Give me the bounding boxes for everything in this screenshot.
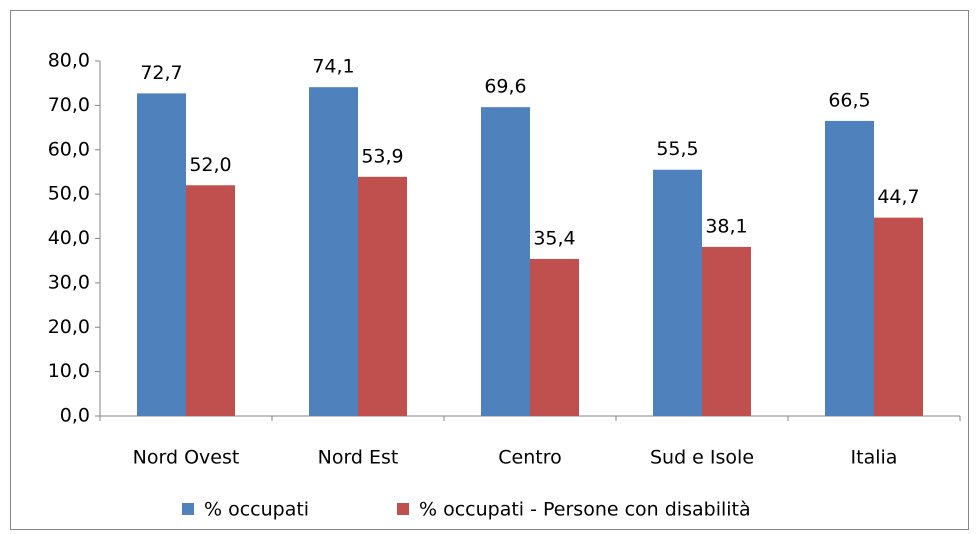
- y-tick-label: 0,0: [60, 405, 90, 427]
- bar: [309, 87, 358, 417]
- x-tick-label: Centro: [498, 447, 561, 469]
- y-tick-label: 60,0: [48, 138, 90, 160]
- bar: [702, 246, 751, 416]
- value-label: 44,7: [877, 186, 919, 208]
- bar: [358, 176, 407, 416]
- bar: [653, 169, 702, 416]
- value-label: 55,5: [656, 138, 698, 160]
- bar: [874, 217, 923, 416]
- value-label: 35,4: [533, 227, 575, 249]
- legend-label: % occupati - Persone con disabilità: [419, 499, 751, 521]
- y-tick-label: 50,0: [48, 183, 90, 205]
- value-label: 38,1: [705, 215, 747, 237]
- value-label: 69,6: [484, 76, 526, 98]
- bar: [825, 120, 874, 416]
- x-tick-label: Italia: [851, 447, 898, 469]
- legend-swatch: [397, 503, 409, 515]
- bar: [481, 107, 530, 417]
- y-tick-label: 80,0: [48, 50, 90, 72]
- x-tick-label: Sud e Isole: [650, 447, 754, 469]
- value-label: 74,1: [312, 56, 354, 78]
- value-label: 52,0: [189, 154, 231, 176]
- value-label: 53,9: [361, 145, 403, 167]
- legend-swatch: [182, 503, 194, 515]
- legend-label: % occupati: [204, 499, 309, 521]
- y-tick-label: 30,0: [48, 271, 90, 293]
- bar: [186, 185, 235, 416]
- value-label: 72,7: [140, 62, 182, 84]
- bar: [137, 93, 186, 417]
- bar: [530, 258, 579, 416]
- y-tick-label: 40,0: [48, 227, 90, 249]
- x-tick-label: Nord Est: [318, 447, 399, 469]
- y-tick-label: 70,0: [48, 94, 90, 116]
- y-tick-label: 20,0: [48, 316, 90, 338]
- y-tick-label: 10,0: [48, 360, 90, 382]
- x-tick-label: Nord Ovest: [133, 447, 240, 469]
- value-label: 66,5: [828, 89, 870, 111]
